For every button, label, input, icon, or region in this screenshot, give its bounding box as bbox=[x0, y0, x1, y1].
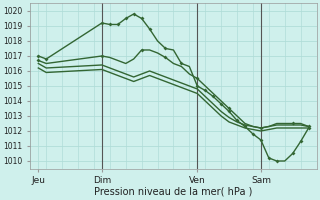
X-axis label: Pression niveau de la mer( hPa ): Pression niveau de la mer( hPa ) bbox=[94, 187, 252, 197]
